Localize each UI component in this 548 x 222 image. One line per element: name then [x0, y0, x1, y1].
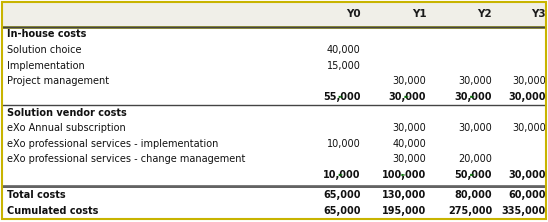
- Text: 30,000: 30,000: [392, 123, 426, 133]
- Text: 30,000: 30,000: [392, 76, 426, 86]
- Text: 40,000: 40,000: [392, 139, 426, 149]
- Text: 50,000: 50,000: [455, 170, 492, 180]
- Text: 275,000: 275,000: [448, 206, 492, 216]
- Text: 195,000: 195,000: [382, 206, 426, 216]
- Text: 65,000: 65,000: [323, 206, 361, 216]
- Text: Total costs: Total costs: [7, 190, 66, 200]
- Text: 60,000: 60,000: [509, 190, 546, 200]
- Text: 15,000: 15,000: [327, 61, 361, 71]
- Text: 10,000: 10,000: [323, 170, 361, 180]
- Polygon shape: [339, 96, 343, 98]
- Text: 10,000: 10,000: [327, 139, 361, 149]
- Text: eXo professional services - implementation: eXo professional services - implementati…: [7, 139, 219, 149]
- Text: 30,000: 30,000: [392, 154, 426, 164]
- Text: Cumulated costs: Cumulated costs: [7, 206, 99, 216]
- Text: 30,000: 30,000: [458, 76, 492, 86]
- Text: Y3: Y3: [531, 9, 546, 20]
- Text: In-house costs: In-house costs: [7, 30, 87, 40]
- Text: Y0: Y0: [346, 9, 361, 20]
- Text: 30,000: 30,000: [509, 170, 546, 180]
- Text: 130,000: 130,000: [382, 190, 426, 200]
- Text: 30,000: 30,000: [512, 76, 546, 86]
- Text: 30,000: 30,000: [509, 92, 546, 102]
- Text: eXo Annual subscription: eXo Annual subscription: [7, 123, 126, 133]
- Polygon shape: [339, 174, 343, 176]
- Text: 30,000: 30,000: [458, 123, 492, 133]
- Polygon shape: [470, 174, 475, 176]
- Text: 80,000: 80,000: [454, 190, 492, 200]
- Polygon shape: [401, 174, 406, 176]
- Text: Solution vendor costs: Solution vendor costs: [7, 107, 127, 117]
- Text: Y1: Y1: [412, 9, 426, 20]
- Polygon shape: [470, 96, 475, 98]
- Text: 335,000: 335,000: [501, 206, 546, 216]
- Text: Project management: Project management: [7, 76, 109, 86]
- Text: Y2: Y2: [477, 9, 492, 20]
- Text: Solution choice: Solution choice: [7, 45, 82, 55]
- Polygon shape: [404, 96, 409, 98]
- Text: 65,000: 65,000: [323, 190, 361, 200]
- Text: 100,000: 100,000: [382, 170, 426, 180]
- Text: 30,000: 30,000: [455, 92, 492, 102]
- Text: 40,000: 40,000: [327, 45, 361, 55]
- Text: 30,000: 30,000: [512, 123, 546, 133]
- Text: 20,000: 20,000: [458, 154, 492, 164]
- Text: eXo professional services - change management: eXo professional services - change manag…: [7, 154, 246, 164]
- Text: 55,000: 55,000: [323, 92, 361, 102]
- Text: 30,000: 30,000: [389, 92, 426, 102]
- Text: Implementation: Implementation: [7, 61, 85, 71]
- Bar: [2, 2, 546, 27]
